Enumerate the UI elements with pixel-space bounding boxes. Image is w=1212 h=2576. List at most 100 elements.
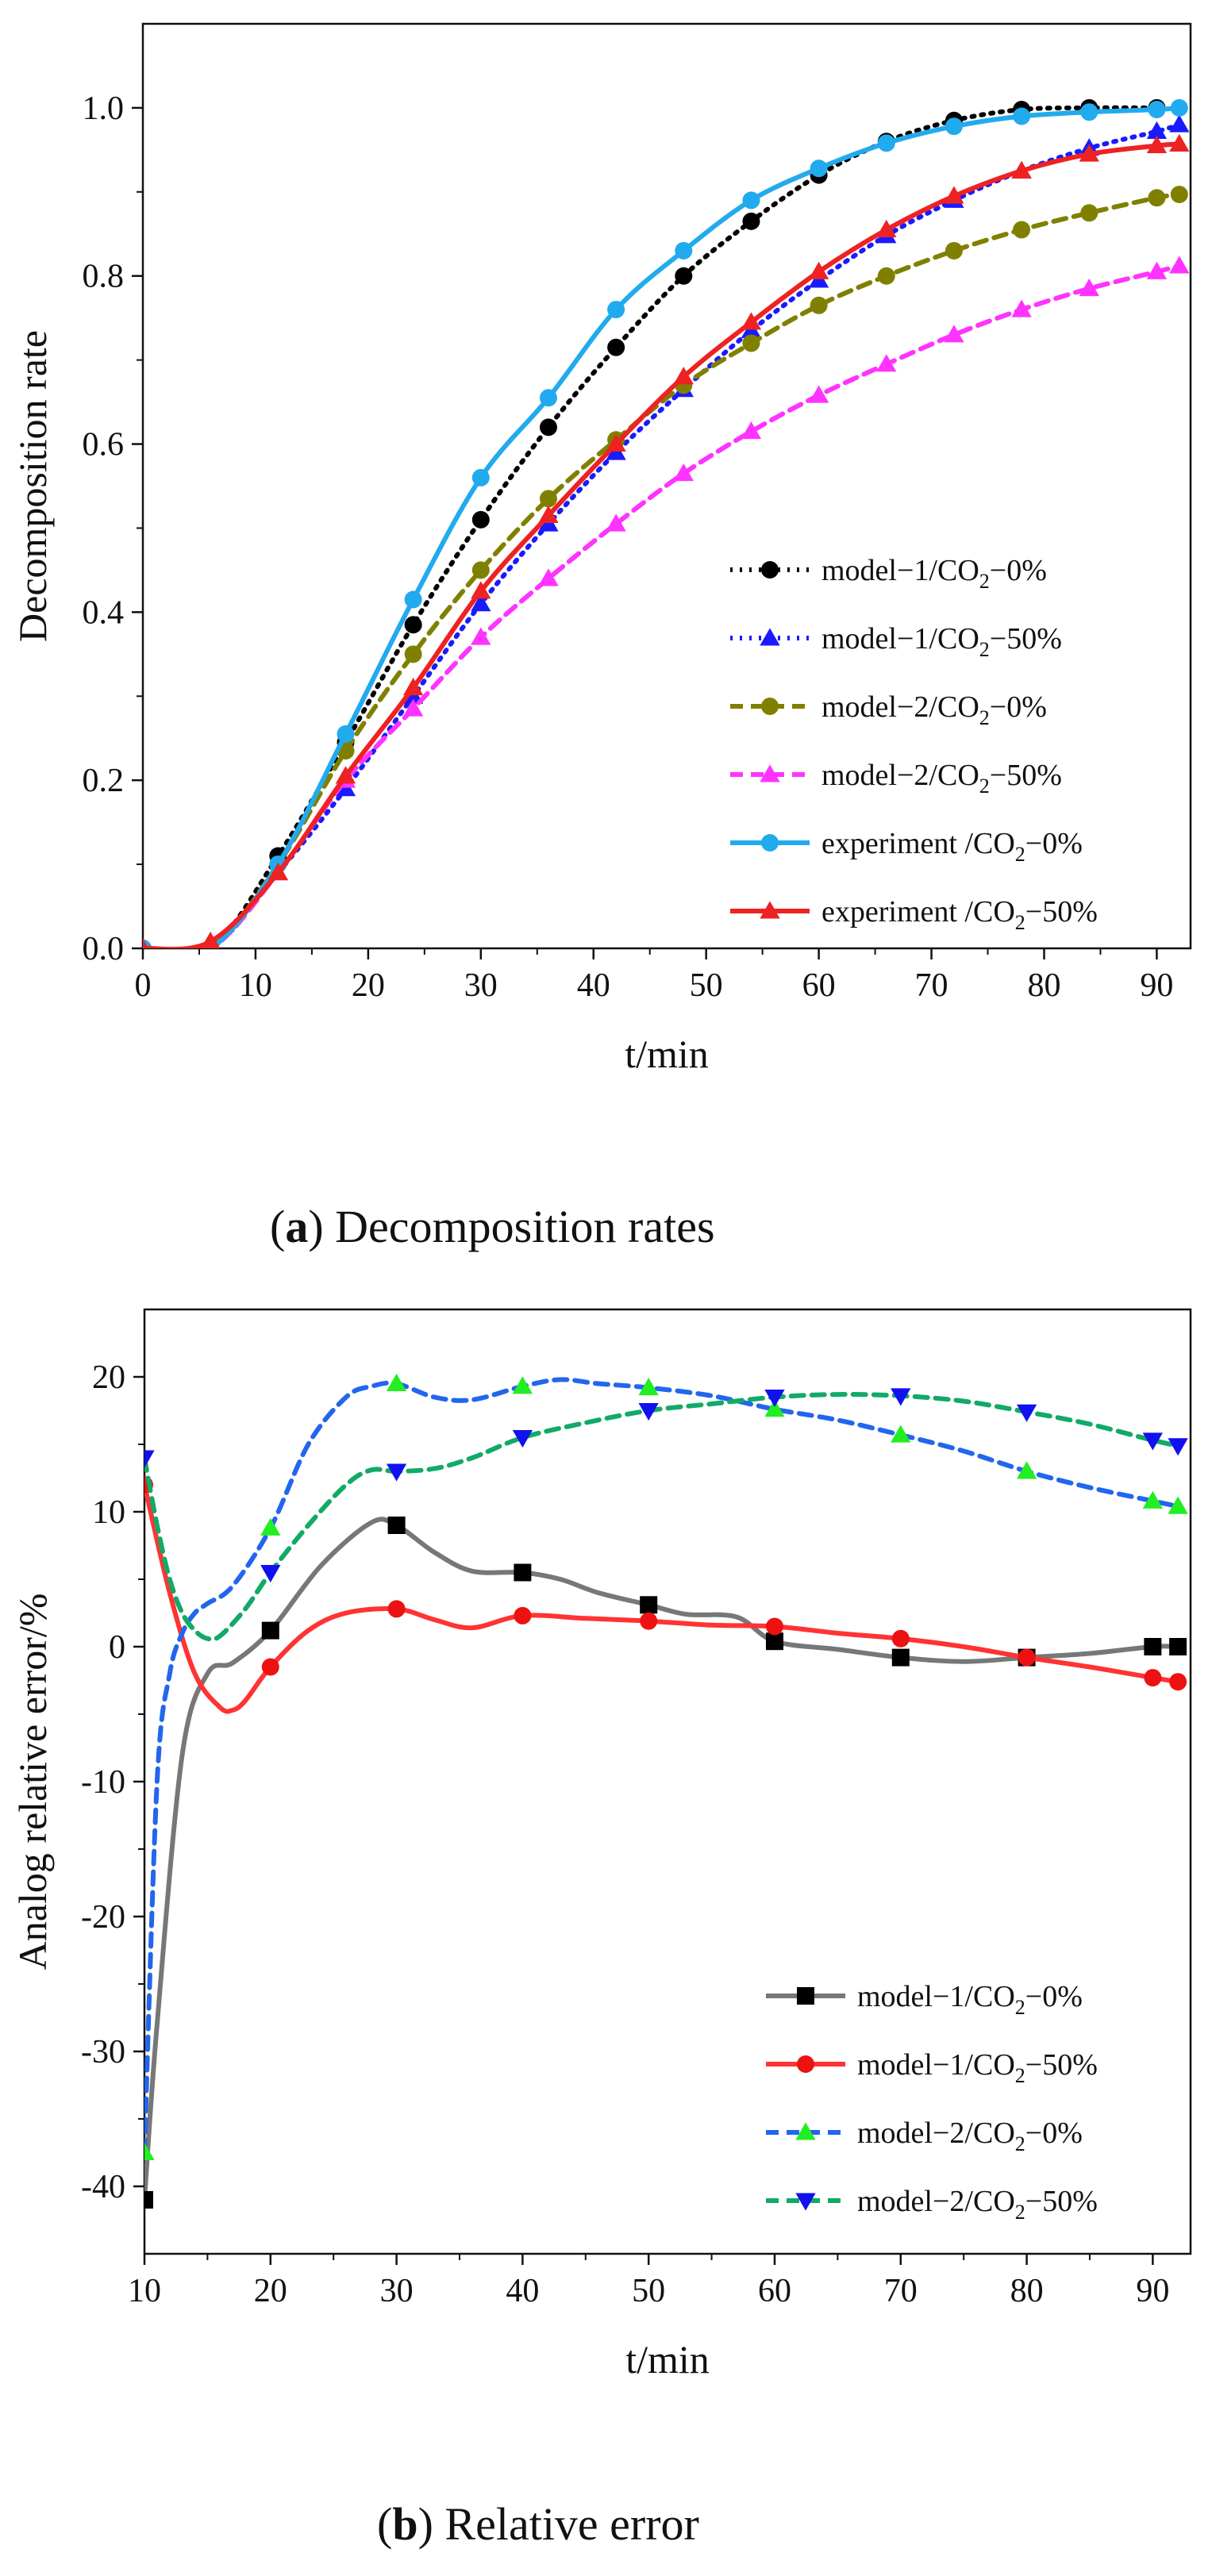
data-point — [607, 338, 625, 356]
y-axis-label: Analog relative error/% — [10, 1594, 55, 1970]
x-tick-label: 70 — [915, 967, 948, 1004]
data-point — [335, 766, 356, 784]
data-point — [891, 1629, 910, 1647]
data-point — [404, 590, 422, 609]
data-point — [471, 627, 491, 645]
data-point — [675, 241, 693, 260]
legend-label-main: experiment /CO — [821, 895, 1015, 929]
legend-marker — [761, 834, 779, 852]
y-tick-label: 0.0 — [83, 931, 125, 967]
data-point — [1169, 114, 1190, 133]
legend-marker — [761, 561, 779, 579]
data-point — [638, 1377, 659, 1396]
data-point — [741, 421, 762, 440]
legend-marker — [760, 901, 780, 919]
data-point — [891, 1424, 911, 1443]
x-tick-label: 30 — [464, 967, 498, 1004]
x-tick-label: 20 — [352, 967, 385, 1004]
data-point — [143, 938, 149, 948]
legend-label-sub: 2 — [1015, 2201, 1025, 2224]
data-point — [402, 698, 424, 717]
x-tick-label: 10 — [128, 2273, 161, 2309]
legend-marker — [760, 628, 780, 646]
data-point — [1142, 1432, 1164, 1451]
data-point — [471, 594, 491, 612]
legend-label-tail: −0% — [990, 554, 1047, 587]
legend-label-sub: 2 — [1015, 911, 1025, 934]
caption-letter: a — [285, 1201, 308, 1252]
legend-label-tail: −50% — [990, 622, 1062, 656]
data-point — [1013, 221, 1031, 239]
x-tick-label: 60 — [802, 967, 836, 1004]
data-point — [606, 513, 626, 532]
y-tick-label: -20 — [81, 1899, 125, 1936]
data-point — [944, 325, 964, 343]
y-axis-label: Decomposition rate — [10, 330, 55, 642]
legend-label-tail: −50% — [990, 759, 1062, 792]
data-point — [386, 1373, 407, 1391]
data-point — [260, 1565, 281, 1583]
data-point — [742, 334, 760, 352]
data-point — [1146, 135, 1168, 154]
y-tick-label: 10 — [92, 1494, 125, 1531]
data-point — [538, 568, 559, 586]
x-axis-label: t/min — [625, 2337, 710, 2382]
data-point — [1169, 1673, 1187, 1691]
plot-frame — [141, 22, 1192, 950]
y-tick-label: 1.0 — [83, 90, 125, 127]
legend-label-sub: 2 — [1015, 843, 1025, 866]
data-point — [808, 261, 829, 279]
data-point — [1018, 1648, 1036, 1667]
data-point — [404, 645, 422, 663]
data-point — [471, 581, 491, 599]
y-tick-label: 0.8 — [83, 259, 125, 295]
data-point — [144, 2191, 153, 2209]
legend: model−1/CO2−0%model−1/CO2−50%model−2/CO2… — [766, 1980, 1098, 2224]
legend-label: experiment /CO2−50% — [821, 895, 1098, 934]
data-point — [1016, 1404, 1037, 1422]
data-point — [1148, 189, 1166, 207]
legend-label-main: model−1/CO — [821, 622, 979, 656]
data-point — [539, 490, 557, 508]
legend-label-tail: −0% — [1025, 827, 1083, 860]
legend-label: model−2/CO2−50% — [857, 2185, 1098, 2224]
data-point — [387, 1517, 406, 1534]
data-point — [1079, 278, 1099, 297]
data-point — [1011, 160, 1032, 179]
data-point — [1146, 261, 1168, 279]
legend-label: model−2/CO2−0% — [857, 2117, 1083, 2155]
x-tick-label: 80 — [1010, 2273, 1044, 2309]
caption-letter: b — [392, 2498, 417, 2550]
legend-label-sub: 2 — [979, 706, 990, 729]
data-point — [640, 1612, 658, 1630]
series-2 — [144, 1476, 1187, 1714]
data-point — [387, 1600, 406, 1618]
data-point — [945, 241, 963, 260]
data-point — [201, 931, 221, 948]
data-point — [471, 468, 490, 486]
data-point — [607, 301, 625, 319]
data-point — [471, 561, 490, 579]
data-point — [261, 1658, 279, 1676]
legend-label: model−2/CO2−50% — [821, 759, 1062, 798]
data-point — [1080, 103, 1098, 121]
x-tick-label: 90 — [1136, 2273, 1169, 2309]
legend: model−1/CO2−0%model−1/CO2−50%model−2/CO2… — [730, 554, 1098, 934]
data-point — [1080, 204, 1098, 222]
data-point — [386, 1463, 407, 1482]
data-point — [1011, 299, 1032, 317]
data-point — [1144, 1669, 1162, 1687]
series-3 — [144, 1373, 1188, 2160]
data-point — [1169, 256, 1190, 274]
y-tick-label: 0.6 — [83, 427, 125, 463]
x-tick-label: 90 — [1140, 967, 1173, 1004]
data-point — [742, 191, 760, 210]
chart-decomposition-rates: 0 10 20 30 40 50 60 70 80 90 0.0 0.2 0.4 0.6 0.8 1.0 t/m… — [10, 22, 1192, 1252]
data-point — [944, 186, 964, 204]
data-point — [640, 1596, 658, 1614]
legend-marker — [795, 2122, 816, 2140]
legend-label-sub: 2 — [979, 775, 990, 798]
data-point — [765, 1632, 783, 1651]
x-tick-label: 0 — [135, 967, 152, 1004]
x-tick-label: 10 — [239, 967, 272, 1004]
